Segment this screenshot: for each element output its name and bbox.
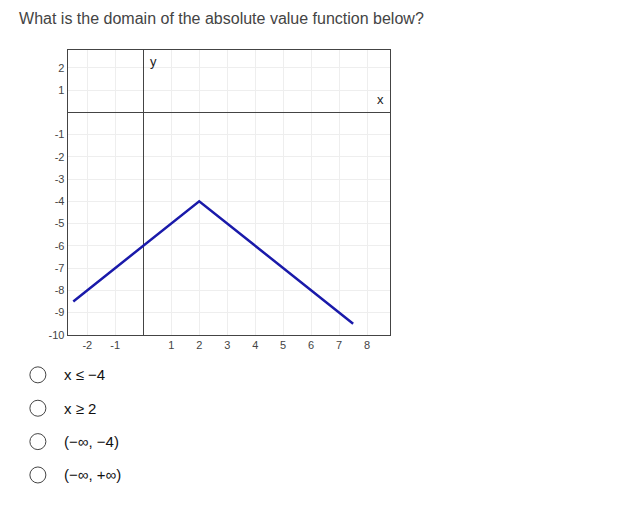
svg-text:6: 6 — [308, 339, 314, 351]
svg-text:-10: -10 — [49, 329, 65, 341]
svg-text:-1: -1 — [55, 128, 65, 140]
svg-text:1: 1 — [58, 84, 64, 96]
svg-text:(−∞, −4): (−∞, −4) — [64, 433, 119, 450]
svg-text:-2: -2 — [82, 339, 92, 351]
svg-text:-6: -6 — [55, 240, 65, 252]
svg-text:x ≤ −4: x ≤ −4 — [64, 366, 105, 383]
svg-text:-2: -2 — [55, 151, 65, 163]
svg-text:y: y — [150, 54, 157, 69]
svg-text:7: 7 — [336, 339, 342, 351]
svg-text:-7: -7 — [55, 262, 65, 274]
svg-text:(−∞, +∞): (−∞, +∞) — [64, 466, 121, 483]
svg-text:-9: -9 — [55, 306, 65, 318]
svg-text:-8: -8 — [55, 284, 65, 296]
svg-text:-5: -5 — [55, 217, 65, 229]
svg-text:What is the domain of the abso: What is the domain of the absolute value… — [19, 10, 424, 27]
svg-text:5: 5 — [280, 339, 286, 351]
svg-text:2: 2 — [58, 62, 64, 74]
svg-text:-4: -4 — [55, 195, 65, 207]
svg-text:x ≥ 2: x ≥ 2 — [64, 400, 96, 417]
svg-text:2: 2 — [196, 339, 202, 351]
svg-text:x: x — [377, 92, 384, 107]
svg-text:-1: -1 — [110, 339, 120, 351]
svg-text:4: 4 — [252, 339, 258, 351]
svg-text:-3: -3 — [55, 173, 65, 185]
svg-text:1: 1 — [168, 339, 174, 351]
svg-text:3: 3 — [224, 339, 230, 351]
svg-text:8: 8 — [364, 339, 370, 351]
